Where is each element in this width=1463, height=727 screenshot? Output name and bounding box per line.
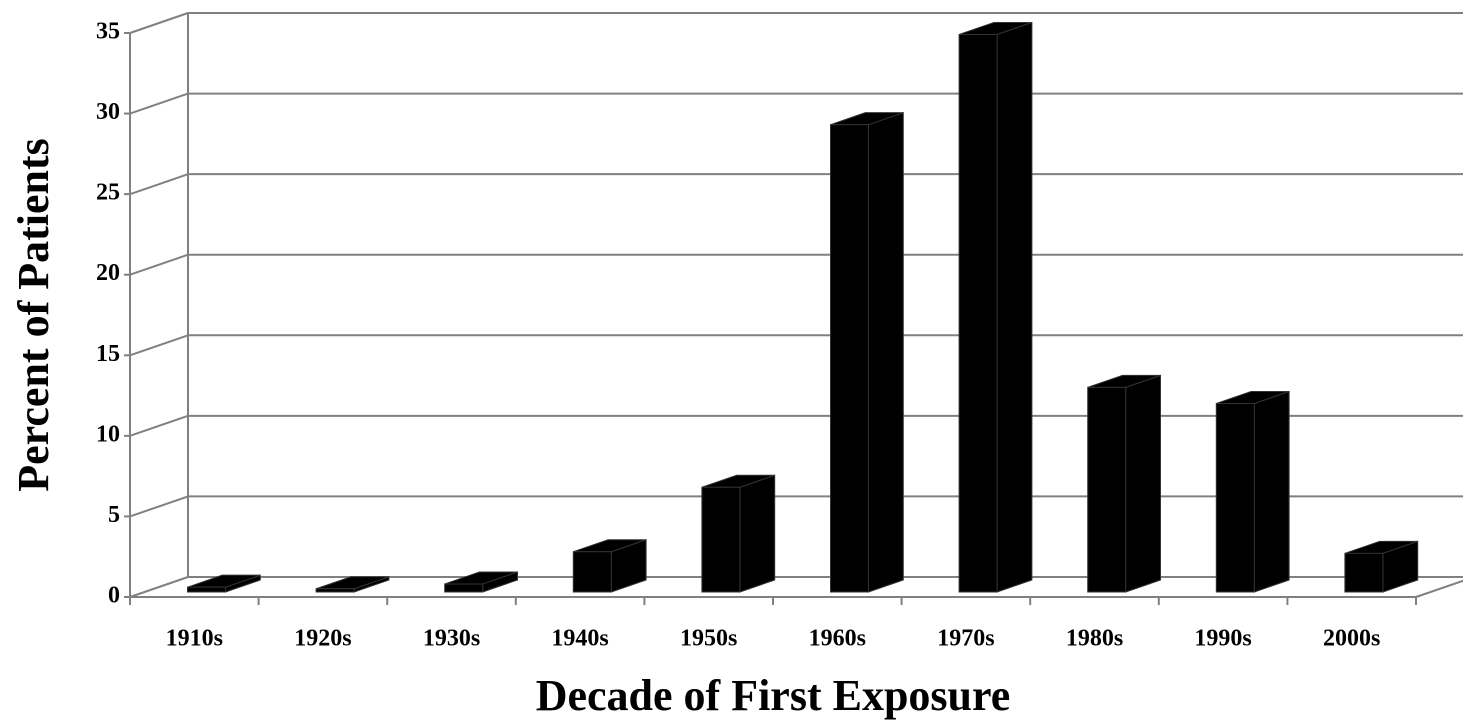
bar (1344, 540, 1419, 593)
bar-side (868, 111, 904, 593)
bar (1087, 374, 1161, 593)
x-tick-label: 1920s (294, 626, 351, 652)
bar (187, 574, 261, 593)
side-line (129, 253, 189, 276)
bar-front (1215, 402, 1255, 593)
y-tick-label: 25 (96, 180, 120, 206)
bar (830, 111, 904, 593)
y-tick-label: 10 (96, 421, 120, 447)
x-tick-label: 1970s (937, 626, 994, 652)
floor-right (1415, 579, 1463, 598)
x-tick-label: 1950s (680, 626, 737, 652)
bar (315, 576, 390, 593)
side-line (129, 173, 189, 196)
y-tick-label: 15 (96, 341, 120, 367)
side-line (129, 414, 189, 437)
bar (1215, 390, 1290, 593)
bar (444, 571, 518, 593)
x-tick-label: 1980s (1066, 626, 1123, 652)
x-tick-label: 1990s (1194, 626, 1251, 652)
bar (958, 21, 1033, 593)
bar (572, 539, 647, 593)
y-axis-title: Percent of Patients (9, 138, 58, 492)
bar-side (739, 474, 776, 593)
x-tick-label: 1940s (551, 626, 608, 652)
bar-side (1253, 390, 1290, 593)
x-tick-label: 2000s (1323, 626, 1380, 652)
side-line (129, 92, 189, 115)
bar-front (701, 486, 741, 593)
y-tick-label: 0 (108, 583, 120, 609)
bar-front (444, 583, 484, 593)
bar-front (572, 551, 612, 593)
bar-front (1344, 552, 1384, 593)
x-tick-label: 1960s (809, 626, 866, 652)
bar-front (187, 586, 226, 593)
y-tick-label: 35 (96, 19, 120, 45)
x-tick-label: 1930s (423, 626, 480, 652)
side-line (129, 334, 189, 357)
bar-front (1087, 386, 1127, 593)
bar-front (830, 124, 869, 593)
side-line (129, 495, 189, 518)
y-tick-label: 20 (96, 260, 120, 286)
bar-front (958, 33, 998, 593)
bar (701, 474, 776, 593)
side-line (129, 12, 189, 34)
bar-front (315, 588, 355, 593)
bar-side (996, 21, 1033, 593)
bar-side (1125, 374, 1161, 593)
side-line (129, 576, 189, 598)
x-tick-label: 1910s (166, 626, 223, 652)
x-axis-title: Decade of First Exposure (536, 671, 1011, 720)
y-tick-label: 30 (96, 99, 120, 125)
y-tick-label: 5 (108, 502, 120, 528)
